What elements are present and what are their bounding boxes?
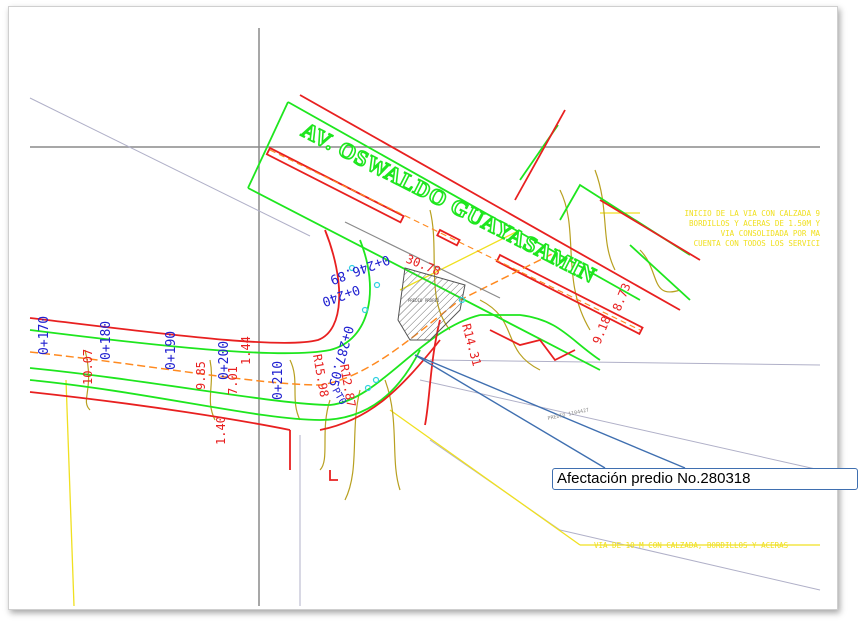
parcel-edge — [344, 221, 501, 299]
note-top-right: INICIO DE LA VIA CON CALZADA 9 BORDILLOS… — [685, 209, 821, 248]
note-bottom-right: VIA DE 10 M CON CALZADA, BORDILLOS Y ACE… — [594, 541, 789, 550]
dimension-label: 10.07 — [81, 349, 95, 385]
station-label: 0+190 — [164, 331, 179, 370]
callout-leaders — [414, 354, 686, 469]
survey-points — [348, 264, 466, 392]
note-line: CUENTA CON TODOS LOS SERVICI — [694, 239, 820, 248]
station-label: 0+180 — [99, 321, 114, 360]
dimension-label: 9.18 — [590, 314, 614, 346]
alignment-centerline-top — [269, 149, 641, 331]
predio-hatch-label: PREDIO PROPIO — [408, 298, 440, 303]
station-label: 0+240 — [320, 281, 362, 308]
station-label: 0+210 — [271, 361, 286, 400]
dimension-label: R15.98 — [310, 353, 331, 398]
dimension-label: 1.44 — [239, 336, 253, 365]
callout-box: Afectación predio No.280318 — [552, 468, 858, 490]
property-lines — [29, 97, 821, 606]
affected-parcel-hatch — [397, 267, 466, 341]
note-line: VIA CONSOLIDADA POR MA — [721, 229, 821, 238]
station-label: 0+200 — [217, 341, 232, 380]
dimension-label: 1.40 — [214, 416, 228, 445]
curb-lines-red — [29, 94, 701, 481]
station-label: 0+170 — [37, 316, 52, 355]
dimension-label: 7.01 — [226, 366, 240, 395]
street-name: AV. OSWALDO GUAYASAMIN — [298, 117, 601, 288]
note-line: BORDILLOS Y ACERAS DE 1.50M Y — [689, 219, 820, 228]
contour-lines — [84, 169, 681, 501]
note-line: INICIO DE LA VIA CON CALZADA 9 — [685, 209, 820, 218]
dimension-label: 9.85 — [194, 361, 208, 390]
